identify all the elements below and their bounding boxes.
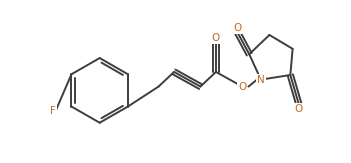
Text: N: N bbox=[257, 75, 265, 85]
Text: O: O bbox=[233, 23, 242, 33]
Text: O: O bbox=[238, 82, 246, 92]
Text: O: O bbox=[212, 33, 220, 43]
Text: O: O bbox=[295, 104, 303, 114]
Text: F: F bbox=[50, 106, 56, 116]
